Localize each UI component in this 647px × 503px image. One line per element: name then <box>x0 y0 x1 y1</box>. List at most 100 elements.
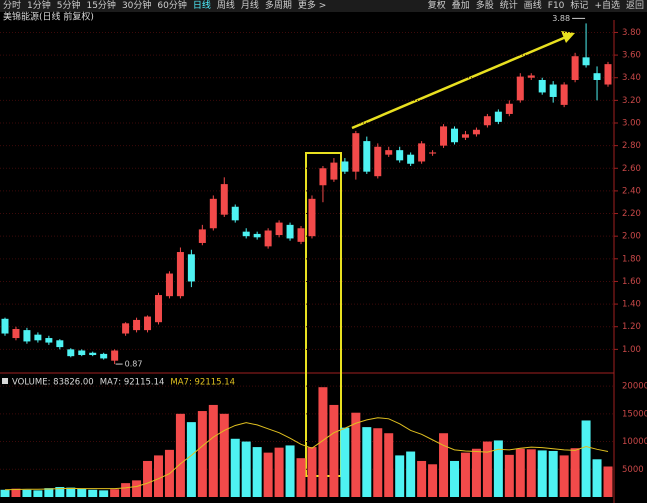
volume-bar <box>143 460 153 497</box>
candle-body <box>144 316 152 331</box>
volume-bar <box>504 454 514 497</box>
y-tick-label: 3.00 <box>622 118 641 128</box>
toolbar-button[interactable]: 日线 <box>192 1 211 11</box>
trend-arrowhead <box>561 31 575 43</box>
candle-body <box>363 141 371 172</box>
y-tick-label: 2.80 <box>622 141 641 151</box>
volume-bar <box>99 490 109 497</box>
toolbar-button[interactable]: 周线 <box>216 1 235 11</box>
candle-body <box>242 231 250 237</box>
volume-bar <box>66 487 76 497</box>
candle-body <box>374 146 382 177</box>
toolbar-button[interactable]: 30分钟 <box>121 1 152 11</box>
y-tick-label: 5000 <box>622 465 644 475</box>
y-tick-label: 10000 <box>622 437 647 447</box>
volume-bar <box>493 440 503 497</box>
min-label: 0.87 <box>125 360 143 369</box>
volume-bar <box>121 483 131 497</box>
y-tick-label: 3.40 <box>622 73 641 83</box>
candle-body <box>593 73 601 80</box>
candle-body <box>308 198 316 237</box>
y-tick-label: 2.60 <box>622 164 641 174</box>
volume-bar <box>132 480 142 497</box>
toolbar-button[interactable]: F10 <box>547 1 565 11</box>
candle-body <box>100 353 108 359</box>
candle-body <box>472 129 480 135</box>
candle-body <box>133 319 141 331</box>
candle-body <box>341 161 349 172</box>
candle-body <box>231 206 239 221</box>
ma-line <box>4 417 609 491</box>
y-tick-label: 2.40 <box>622 186 641 196</box>
candle-body <box>275 222 283 236</box>
volume-bar <box>548 450 558 497</box>
y-tick-label: 20000 <box>622 382 647 392</box>
volume-bar <box>186 422 196 497</box>
candle-body <box>187 254 195 282</box>
candle-body <box>209 198 217 229</box>
volume-bar <box>208 404 218 497</box>
candle-body <box>297 228 305 242</box>
volume-bar <box>373 428 383 497</box>
candle-body <box>220 184 228 215</box>
volume-bar <box>219 413 229 497</box>
y-tick-label: 3.80 <box>622 28 641 38</box>
legend-entry: VOLUME: 83826.00 <box>12 378 94 388</box>
toolbar-right: 复权 叠加 多股 统计 画线 F10 标记 +自选 返回 <box>425 0 647 12</box>
candle-body <box>560 84 568 105</box>
toolbar-button[interactable]: 叠加 <box>451 1 470 11</box>
volume-bar <box>77 488 87 497</box>
y-tick-label: 3.20 <box>622 96 641 106</box>
candle-body <box>34 334 42 341</box>
volume-bar <box>603 466 613 497</box>
candle-body <box>396 150 404 161</box>
candle-body <box>451 128 459 143</box>
toolbar-button[interactable]: 复权 <box>427 1 446 11</box>
toolbar-button[interactable]: 返回 <box>625 1 644 11</box>
toolbar-button[interactable]: 60分钟 <box>157 1 187 11</box>
volume-bar <box>526 449 536 497</box>
toolbar-button[interactable]: 标记 <box>570 1 589 11</box>
candle-body <box>286 224 294 239</box>
toolbar-button[interactable]: 1分钟 <box>27 1 51 11</box>
volume-bar <box>384 433 394 497</box>
volume-bar <box>55 487 65 497</box>
candle-body <box>154 295 162 323</box>
volume-bar <box>252 447 262 497</box>
y-tick-label: 1.20 <box>622 322 641 332</box>
volume-bar <box>406 451 416 497</box>
volume-bar <box>362 427 372 497</box>
toolbar-button[interactable]: 15分钟 <box>86 1 116 11</box>
toolbar-button[interactable]: 5分钟 <box>56 1 81 11</box>
volume-bar <box>581 420 591 497</box>
volume-bar <box>230 438 240 497</box>
toolbar-button[interactable]: 画线 <box>523 1 542 11</box>
candle-body <box>549 84 557 97</box>
candle-body <box>67 349 75 357</box>
volume-bar <box>351 412 361 497</box>
volume-bar <box>296 458 306 497</box>
toolbar-button[interactable]: 分时 <box>3 1 22 11</box>
volume-bar <box>110 489 120 497</box>
volume-bar <box>417 460 427 497</box>
candle-body <box>198 229 206 243</box>
toolbar-button[interactable]: 统计 <box>499 1 518 11</box>
toolbar-button[interactable]: 更多 > <box>297 1 327 11</box>
volume-bar <box>241 441 251 497</box>
volume-bar <box>439 433 449 497</box>
toolbar-button[interactable]: +自选 <box>594 1 620 11</box>
candle-body <box>23 330 31 342</box>
candle-body <box>111 350 119 361</box>
toolbar-button[interactable]: 多股 <box>475 1 494 11</box>
volume-bar <box>559 455 569 497</box>
toolbar-button[interactable]: 月线 <box>240 1 259 11</box>
volume-bar <box>197 411 207 497</box>
volume-bar <box>570 448 580 497</box>
candle-body <box>330 162 338 180</box>
candle-body <box>440 126 448 146</box>
candle-body <box>527 75 535 78</box>
y-tick-label: 1.80 <box>622 254 641 264</box>
toolbar-button[interactable]: 多周期 <box>264 1 292 11</box>
